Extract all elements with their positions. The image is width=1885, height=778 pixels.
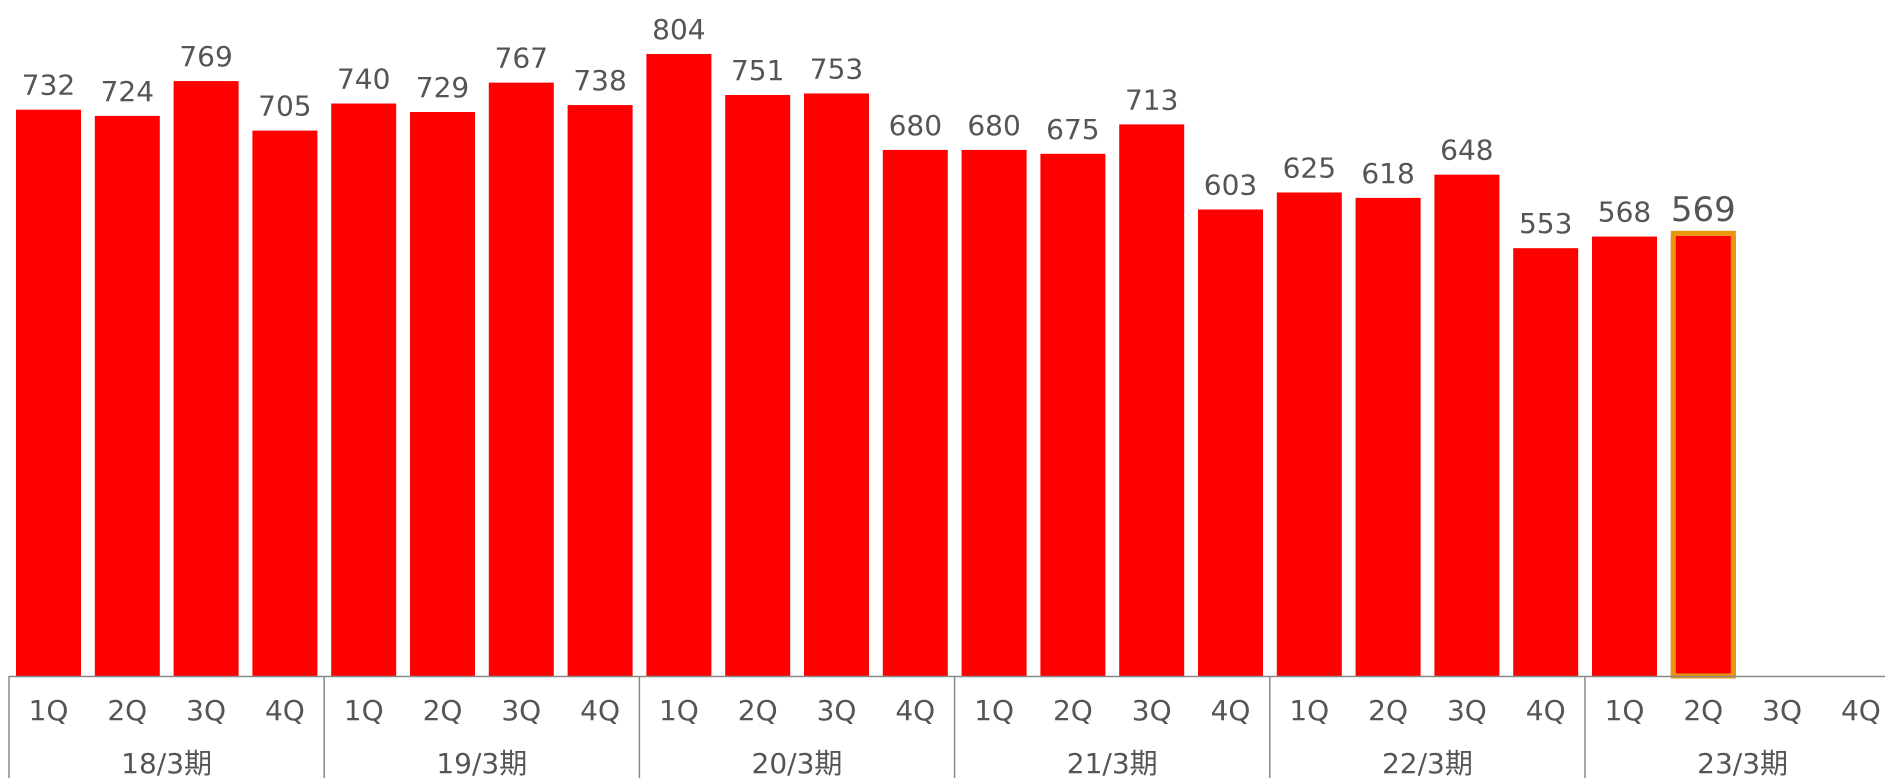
bar — [1670, 235, 1736, 677]
data-label: 753 — [810, 52, 863, 85]
data-label: 569 — [1671, 190, 1736, 230]
bar — [804, 93, 869, 677]
x-tick-label: 3Q — [1132, 694, 1172, 727]
fiscal-year-label: 20/3期 — [752, 747, 843, 778]
x-tick-label: 1Q — [29, 694, 69, 727]
x-tick-label: 2Q — [1683, 694, 1723, 727]
data-label: 618 — [1361, 157, 1414, 190]
data-label: 769 — [179, 40, 232, 73]
fiscal-year-label: 18/3期 — [121, 747, 212, 778]
x-tick-label: 2Q — [107, 694, 147, 727]
data-label: 680 — [967, 109, 1020, 142]
data-label: 625 — [1283, 151, 1336, 184]
x-tick-label: 4Q — [1526, 694, 1566, 727]
bar — [488, 82, 554, 676]
data-label: 738 — [573, 64, 626, 97]
x-tick-label: 3Q — [501, 694, 541, 727]
x-tick-label: 2Q — [1368, 694, 1408, 727]
bar — [961, 149, 1027, 676]
data-label: 740 — [337, 63, 390, 96]
bar — [1119, 124, 1185, 676]
x-tick-label: 4Q — [1211, 694, 1251, 727]
data-label: 724 — [101, 75, 154, 108]
bar — [1513, 248, 1579, 677]
x-tick-label: 2Q — [423, 694, 463, 727]
bar — [725, 95, 791, 676]
x-tick-label: 1Q — [1605, 694, 1645, 727]
data-label: 732 — [22, 69, 75, 102]
bar — [1434, 174, 1500, 676]
data-label: 729 — [416, 71, 469, 104]
bar — [1276, 192, 1342, 676]
fiscal-year-label: 19/3期 — [436, 747, 527, 778]
x-tick-label: 4Q — [580, 694, 620, 727]
x-tick-label: 1Q — [1289, 694, 1329, 727]
bar — [646, 54, 712, 676]
data-label: 568 — [1598, 196, 1651, 229]
bar — [252, 130, 318, 677]
x-tick-label: 2Q — [1053, 694, 1093, 727]
fiscal-year-label: 22/3期 — [1382, 747, 1473, 778]
data-label: 751 — [731, 54, 784, 87]
bar — [1592, 236, 1657, 676]
bar — [410, 112, 475, 676]
bar — [882, 149, 948, 676]
x-tick-label: 3Q — [1447, 694, 1487, 727]
x-tick-label: 4Q — [265, 694, 305, 727]
x-tick-label: 1Q — [974, 694, 1014, 727]
data-label: 648 — [1440, 134, 1493, 167]
x-tick-label: 1Q — [344, 694, 384, 727]
fiscal-year-label: 21/3期 — [1067, 747, 1158, 778]
x-tick-label: 3Q — [1762, 694, 1802, 727]
data-label: 553 — [1519, 207, 1572, 240]
x-tick-label: 3Q — [817, 694, 857, 727]
data-label: 713 — [1125, 83, 1178, 116]
data-label: 675 — [1046, 113, 1099, 146]
bar — [94, 115, 160, 676]
data-label: 705 — [258, 90, 311, 123]
fiscal-year-label: 23/3期 — [1697, 747, 1788, 778]
bar — [567, 105, 633, 677]
bar — [331, 103, 397, 676]
x-tick-label: 4Q — [1841, 694, 1881, 727]
x-tick-label: 4Q — [895, 694, 935, 727]
data-label: 603 — [1204, 169, 1257, 202]
data-label: 680 — [889, 109, 942, 142]
bar — [1198, 209, 1263, 676]
bar — [1040, 153, 1106, 676]
x-tick-label: 2Q — [738, 694, 778, 727]
bar — [16, 109, 81, 677]
x-tick-label: 1Q — [659, 694, 699, 727]
x-tick-label: 3Q — [186, 694, 226, 727]
bar — [1355, 197, 1421, 677]
data-label: 767 — [495, 42, 548, 75]
bar — [173, 81, 239, 676]
data-label: 804 — [652, 13, 705, 46]
